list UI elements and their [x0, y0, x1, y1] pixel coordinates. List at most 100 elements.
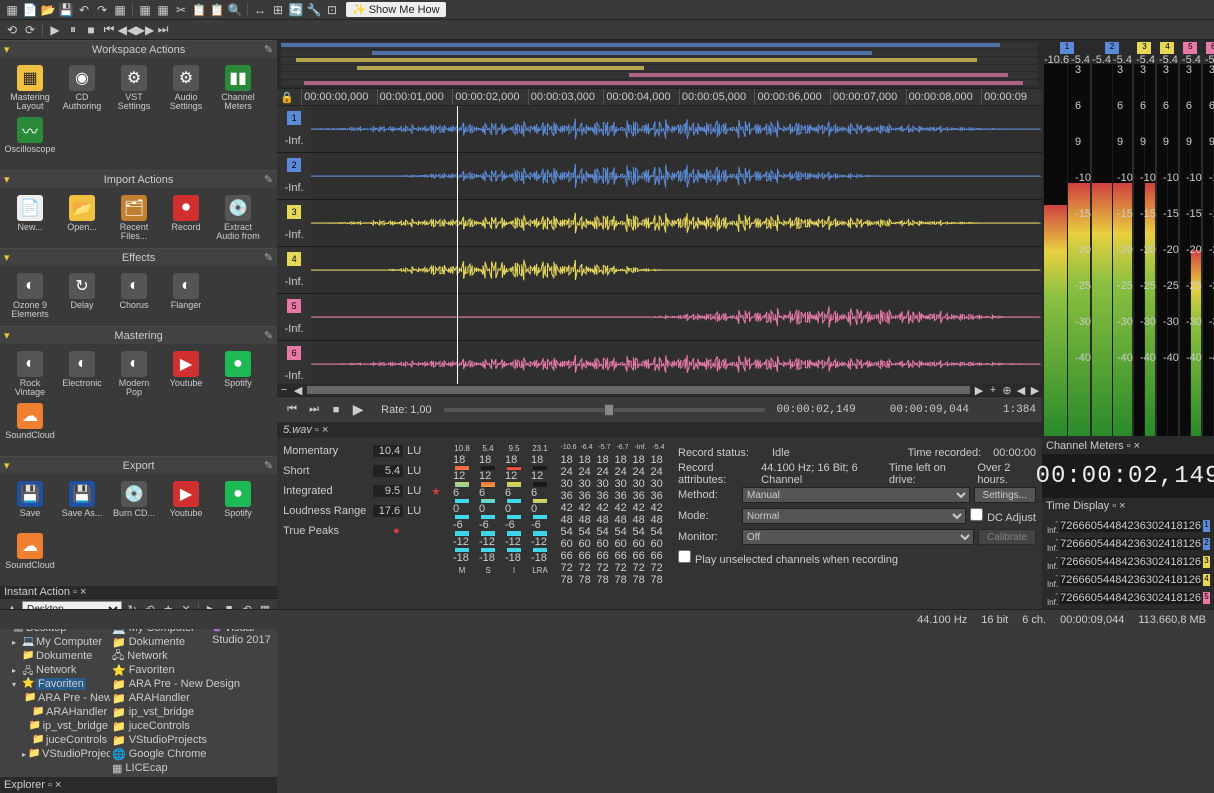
toolbar-btn-10[interactable]: 📋: [191, 2, 207, 18]
tree-item[interactable]: 📁ARAHandler: [2, 705, 108, 719]
toolbar-btn-0[interactable]: ▦: [4, 2, 20, 18]
action-tile[interactable]: 🗂Recent Files...: [110, 194, 158, 242]
transport-btn-1[interactable]: ⟳: [22, 22, 38, 38]
action-tile[interactable]: 📄New...: [6, 194, 54, 242]
file-item[interactable]: ⭐Favoriten: [112, 663, 208, 677]
action-tile[interactable]: ◐Flanger: [162, 272, 210, 320]
file-item[interactable]: 📁ip_vst_bridge: [112, 705, 208, 719]
tree-item[interactable]: ▸💻My Computer: [2, 635, 108, 649]
action-tile[interactable]: 💾Save: [6, 480, 54, 528]
rate-slider[interactable]: [444, 408, 765, 412]
action-tile[interactable]: ☁SoundCloud: [6, 402, 54, 450]
transport-btn-4[interactable]: ⏸: [65, 22, 81, 38]
tree-item[interactable]: 📁ip_vst_bridge: [2, 719, 108, 733]
edit-icon[interactable]: ✎: [264, 329, 273, 342]
edit-icon[interactable]: ✎: [264, 173, 273, 186]
transport-btn-7[interactable]: ◀◀: [119, 22, 135, 38]
play-icon[interactable]: ▶: [349, 401, 367, 419]
calibrate-button[interactable]: Calibrate: [978, 529, 1036, 545]
tree-item[interactable]: ▸🖧Network: [2, 663, 108, 677]
action-tile[interactable]: 💾Save As...: [58, 480, 106, 528]
file-item[interactable]: 📁VStudioProjects: [112, 733, 208, 747]
file-item[interactable]: 📁Dokumente: [112, 635, 208, 649]
action-tile[interactable]: ⏺Record: [162, 194, 210, 242]
track-row[interactable]: 5-Inf.: [277, 294, 1042, 341]
section-header[interactable]: ▾Import Actions✎: [0, 170, 277, 188]
track-number[interactable]: 2: [287, 158, 301, 172]
toolbar-btn-12[interactable]: 🔍: [227, 2, 243, 18]
tree-item[interactable]: 📁juceControls: [2, 733, 108, 747]
transport-btn-5[interactable]: ■: [83, 22, 99, 38]
action-tile[interactable]: 💿Burn CD...: [110, 480, 158, 528]
action-tile[interactable]: ⚙VST Settings: [110, 64, 158, 112]
action-tile[interactable]: ▦Mastering Layout: [6, 64, 54, 112]
file-item[interactable]: 🌐Google Chrome: [112, 747, 208, 761]
playhead[interactable]: [457, 106, 458, 384]
toolbar-btn-6[interactable]: ▦: [112, 2, 128, 18]
track-row[interactable]: 3-Inf.: [277, 200, 1042, 247]
dc-adjust-checkbox[interactable]: DC Adjust: [970, 508, 1036, 524]
action-tile[interactable]: ●Spotify: [214, 350, 262, 398]
method-select[interactable]: Manual: [742, 487, 970, 503]
track-number[interactable]: 3: [287, 205, 301, 219]
action-tile[interactable]: ▮▮Channel Meters: [214, 64, 262, 112]
toolbar-btn-17[interactable]: ⊡: [324, 2, 340, 18]
toolbar-btn-11[interactable]: 📋: [209, 2, 225, 18]
track-number[interactable]: 6: [287, 346, 301, 360]
horizontal-scrollbar[interactable]: −◀ ▶+ ⊕◀▶: [277, 384, 1042, 396]
transport-btn-3[interactable]: ▶: [47, 22, 63, 38]
file-item[interactable]: 📁juceControls: [112, 719, 208, 733]
action-tile[interactable]: ◉CD Authoring Layout: [58, 64, 106, 112]
file-tab[interactable]: 5.wav ▫ ×: [277, 422, 1042, 438]
toolbar-btn-13[interactable]: ↔: [252, 2, 268, 18]
toolbar-btn-7[interactable]: ▦: [137, 2, 153, 18]
tree-item[interactable]: 📁ARA Pre - New Design: [2, 691, 108, 705]
toolbar-btn-8[interactable]: ▦: [155, 2, 171, 18]
toolbar-btn-4[interactable]: ↶: [76, 2, 92, 18]
tree-item[interactable]: ▾⭐Favoriten: [2, 677, 108, 691]
toolbar-btn-2[interactable]: 📂: [40, 2, 56, 18]
tree-item[interactable]: 📁Dokumente: [2, 649, 108, 663]
action-tile[interactable]: ●Spotify: [214, 480, 262, 528]
section-header[interactable]: ▾Export✎: [0, 456, 277, 474]
track-row[interactable]: 2-Inf.: [277, 153, 1042, 200]
toolbar-btn-15[interactable]: 🔄: [288, 2, 304, 18]
edit-icon[interactable]: ✎: [264, 251, 273, 264]
show-me-how-button[interactable]: ✨Show Me How: [346, 2, 446, 17]
mode-select[interactable]: Normal: [742, 508, 966, 524]
section-header[interactable]: ▾Effects✎: [0, 248, 277, 266]
action-tile[interactable]: ◐Chorus: [110, 272, 158, 320]
action-tile[interactable]: ◐Rock Vintage: [6, 350, 54, 398]
action-tile[interactable]: ▶Youtube: [162, 480, 210, 528]
track-row[interactable]: 1-Inf.: [277, 106, 1042, 153]
toolbar-btn-16[interactable]: 🔧: [306, 2, 322, 18]
tree-item[interactable]: ▸📁VStudioProjects: [2, 747, 108, 761]
section-header[interactable]: ▾Workspace Actions✎: [0, 40, 277, 58]
action-tile[interactable]: 〰Oscilloscope: [6, 116, 54, 164]
transport-btn-9[interactable]: ⏭: [155, 22, 171, 38]
transport-btn-8[interactable]: ▶▶: [137, 22, 153, 38]
monitor-select[interactable]: Off: [742, 529, 974, 545]
edit-icon[interactable]: ✎: [264, 43, 273, 56]
toolbar-btn-9[interactable]: ✂: [173, 2, 189, 18]
transport-btn-6[interactable]: ⏮: [101, 22, 117, 38]
file-item[interactable]: 🖧Network: [112, 649, 208, 663]
goto-start-icon[interactable]: ⏮: [283, 401, 301, 419]
toolbar-btn-3[interactable]: 💾: [58, 2, 74, 18]
action-tile[interactable]: ↻Delay: [58, 272, 106, 320]
track-number[interactable]: 1: [287, 111, 301, 125]
tracks-area[interactable]: 1-Inf.2-Inf.3-Inf.4-Inf.5-Inf.6-Inf.: [277, 106, 1042, 384]
track-row[interactable]: 6-Inf.: [277, 341, 1042, 384]
toolbar-btn-5[interactable]: ↷: [94, 2, 110, 18]
action-tile[interactable]: 💿Extract Audio from CD...: [214, 194, 262, 242]
file-item[interactable]: 📁ARAHandler: [112, 691, 208, 705]
action-tile[interactable]: 📂Open...: [58, 194, 106, 242]
stop-icon[interactable]: ■: [327, 401, 345, 419]
action-tile[interactable]: ◐Electronic: [58, 350, 106, 398]
transport-btn-0[interactable]: ⟲: [4, 22, 20, 38]
action-tile[interactable]: ☁SoundCloud: [6, 532, 54, 580]
settings-button[interactable]: Settings...: [974, 487, 1036, 503]
action-tile[interactable]: ⚙Audio Settings: [162, 64, 210, 112]
overview-panel[interactable]: [277, 40, 1042, 88]
play-unselected-checkbox[interactable]: Play unselected channels when recording: [678, 550, 898, 566]
